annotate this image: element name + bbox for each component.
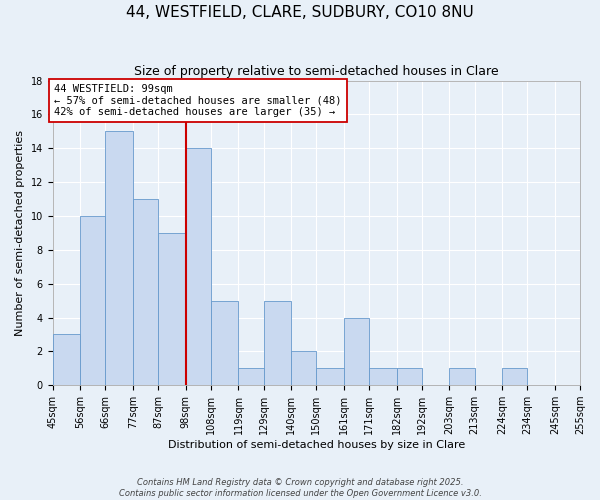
Bar <box>80 216 106 385</box>
Bar <box>158 233 186 385</box>
Bar <box>502 368 527 385</box>
Bar <box>291 352 316 385</box>
Bar <box>53 334 80 385</box>
Bar <box>211 300 238 385</box>
Bar <box>369 368 397 385</box>
Bar <box>133 199 158 385</box>
Bar <box>186 148 211 385</box>
Bar <box>238 368 263 385</box>
Text: 44, WESTFIELD, CLARE, SUDBURY, CO10 8NU: 44, WESTFIELD, CLARE, SUDBURY, CO10 8NU <box>126 5 474 20</box>
Y-axis label: Number of semi-detached properties: Number of semi-detached properties <box>15 130 25 336</box>
Bar <box>344 318 369 385</box>
X-axis label: Distribution of semi-detached houses by size in Clare: Distribution of semi-detached houses by … <box>168 440 465 450</box>
Bar <box>263 300 291 385</box>
Bar <box>397 368 422 385</box>
Bar <box>106 132 133 385</box>
Title: Size of property relative to semi-detached houses in Clare: Size of property relative to semi-detach… <box>134 65 499 78</box>
Text: Contains HM Land Registry data © Crown copyright and database right 2025.
Contai: Contains HM Land Registry data © Crown c… <box>119 478 481 498</box>
Bar <box>316 368 344 385</box>
Bar <box>449 368 475 385</box>
Text: 44 WESTFIELD: 99sqm
← 57% of semi-detached houses are smaller (48)
42% of semi-d: 44 WESTFIELD: 99sqm ← 57% of semi-detach… <box>54 84 341 117</box>
